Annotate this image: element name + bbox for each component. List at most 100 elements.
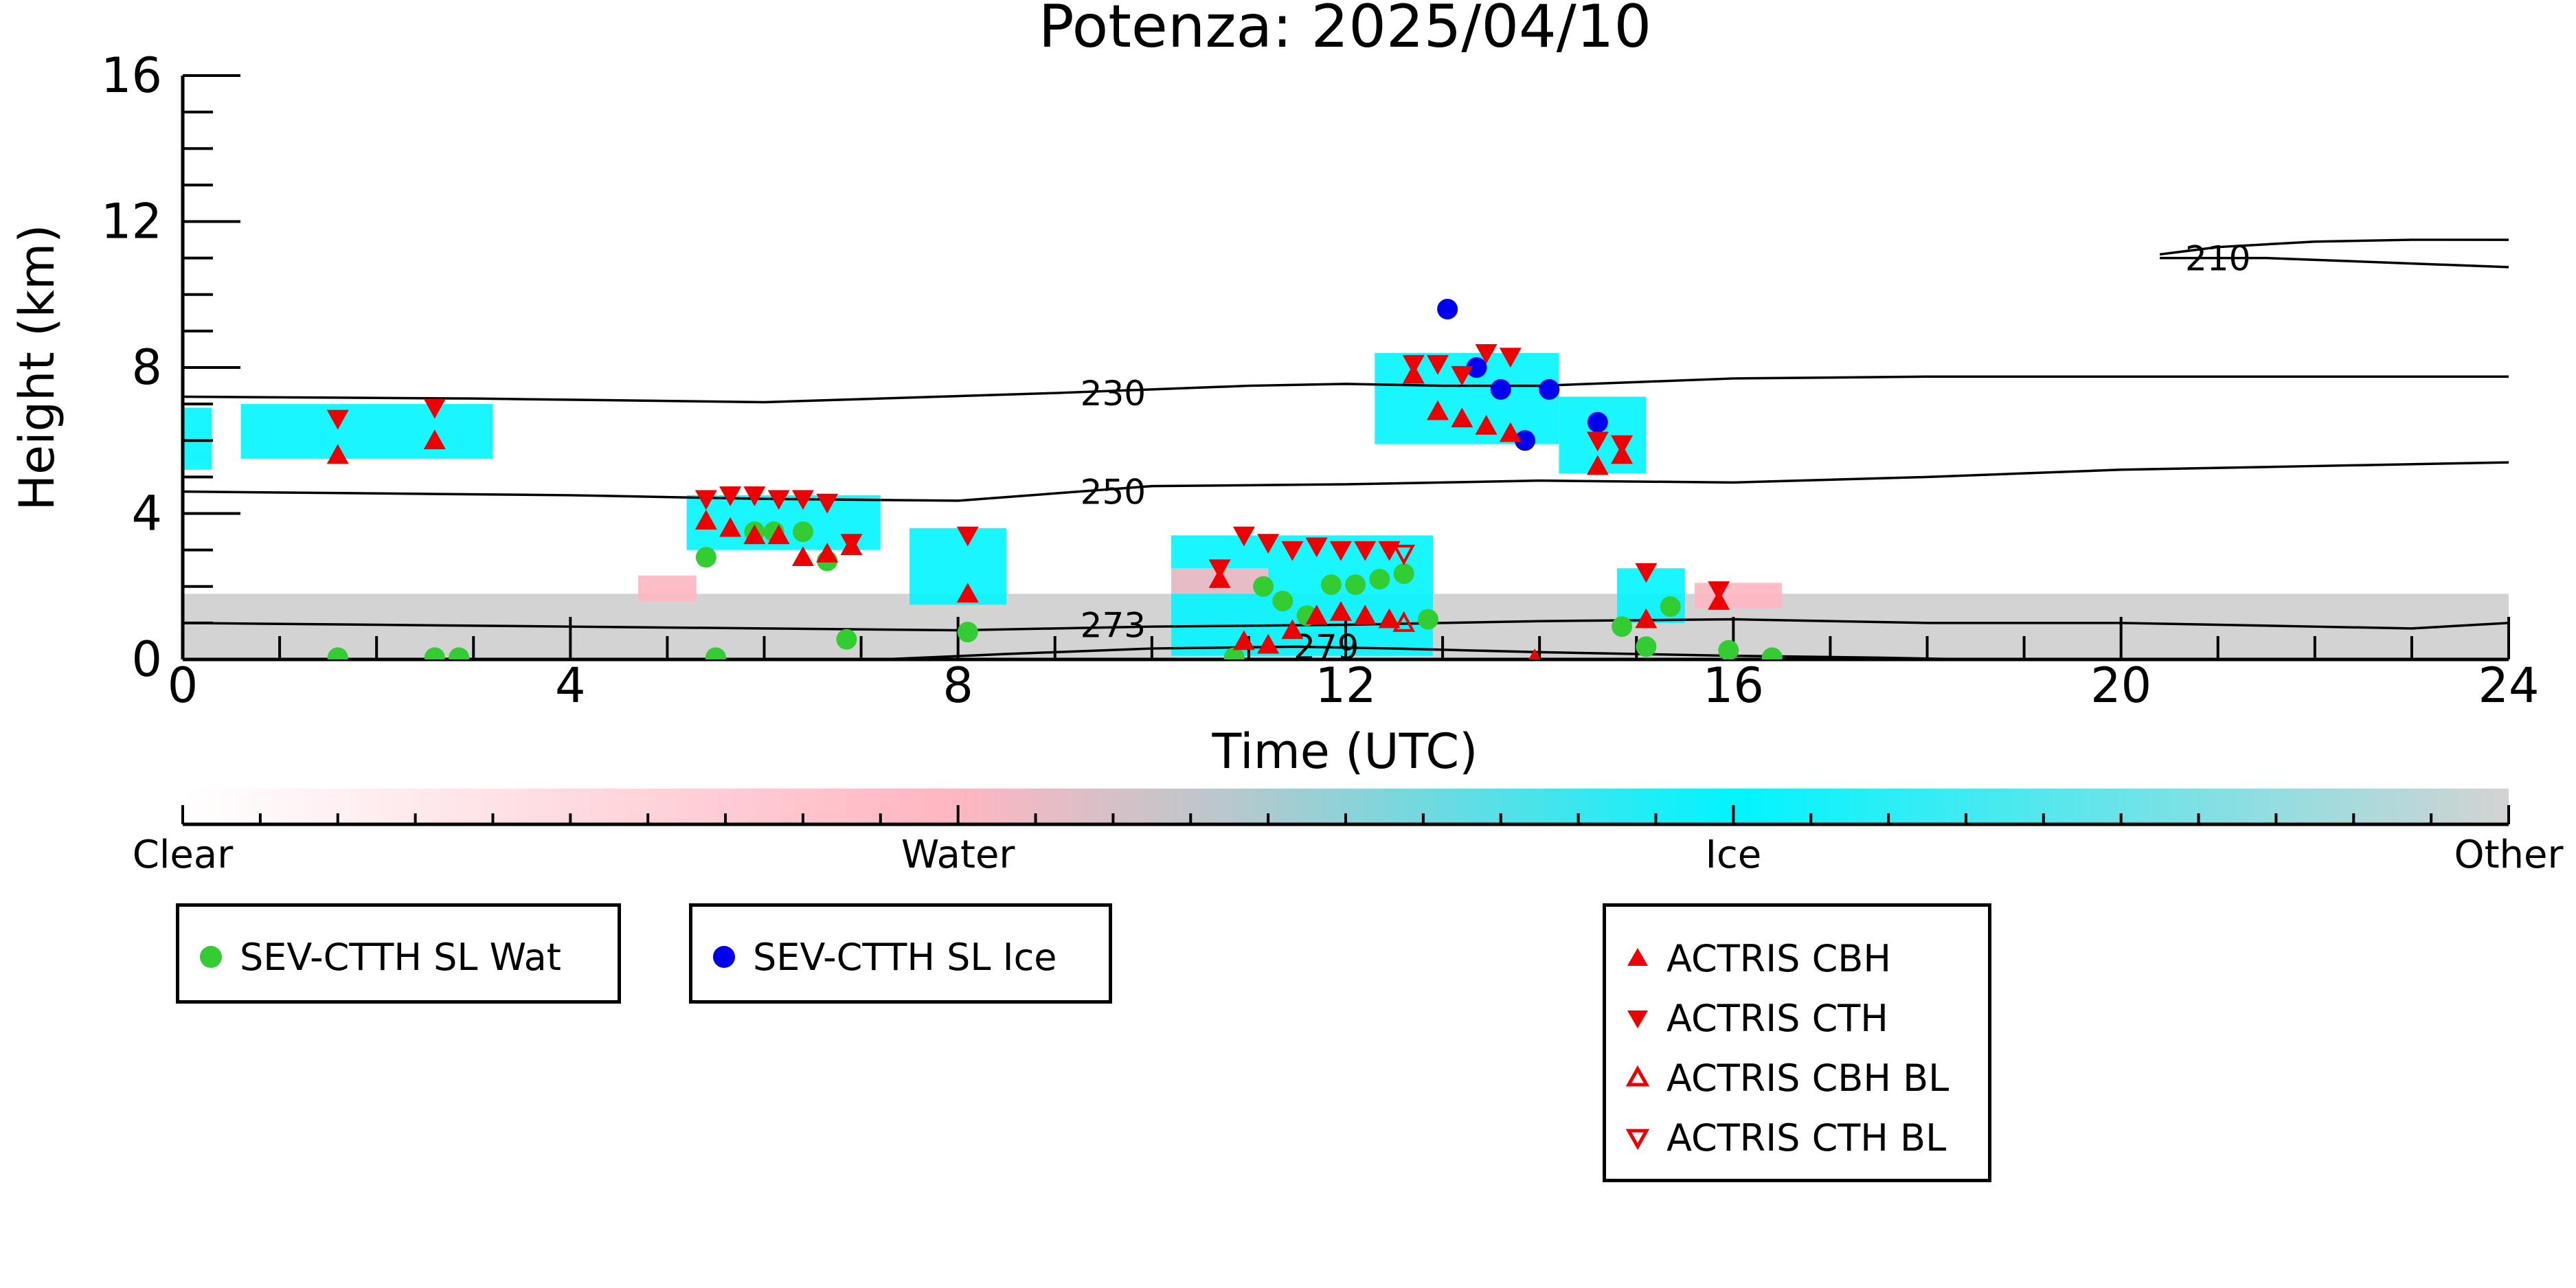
legend-label: SEV-CTTH SL Ice [753, 935, 1057, 979]
contour-label-230: 230 [1081, 374, 1146, 414]
actris-cbh-point [1586, 455, 1609, 475]
actris-cbh-point [767, 524, 790, 545]
sev-ctth-sl-ice-point [1539, 379, 1560, 400]
x-axis-label: Time (UTC) [1212, 723, 1478, 780]
actris-cth-point [1329, 541, 1352, 561]
actris-cbh-point [694, 510, 717, 530]
contour-label-250: 250 [1081, 473, 1146, 512]
x-tick-label: 0 [168, 657, 199, 714]
legend-actris: ACTRIS CBH ACTRIS CTH ACTRIS CBH BL ACTR… [1603, 903, 1991, 1182]
blue-circle-icon [713, 946, 735, 968]
actris-cth-point [816, 493, 839, 514]
contour-line-210 [2160, 256, 2509, 269]
sev-ctth-sl-wat-point [1417, 609, 1438, 630]
legend-ice: SEV-CTTH SL Ice [689, 903, 1112, 1004]
actris-cbh-point [816, 542, 839, 563]
actris-cbh-point [326, 444, 349, 464]
contour-line-273 [183, 618, 2509, 632]
actris-cbh-point [1451, 407, 1473, 428]
legend-entry: ACTRIS CBH [1606, 929, 1988, 988]
actris-cth-point [1611, 435, 1634, 455]
colorbar-label-clear: Clear [133, 833, 234, 877]
phase-region-ice [183, 407, 212, 470]
actris-cth-point [1232, 526, 1255, 547]
colorbar-label-ice: Ice [1705, 833, 1761, 877]
actris-cth-point [423, 398, 446, 419]
actris-cbh-point [743, 524, 766, 545]
colorbar-label-water: Water [901, 833, 1016, 877]
phase-region-water [638, 575, 697, 601]
sev-ctth-sl-ice-point [1490, 379, 1511, 400]
actris-cth-point [694, 490, 717, 510]
sev-ctth-sl-wat-point [1718, 640, 1739, 659]
sev-ctth-sl-wat-point [327, 647, 348, 659]
y-tick-label: 4 [131, 486, 162, 542]
colorbar-label-other: Other [2454, 833, 2564, 877]
actris-cth-point [326, 409, 349, 430]
sev-ctth-sl-ice-point [1587, 411, 1608, 433]
legend-entry: SEV-CTTH SL Wat [179, 927, 618, 986]
actris-cth-point [1402, 354, 1425, 375]
actris-cth-point [1586, 431, 1609, 452]
sev-ctth-sl-wat-point [1660, 596, 1681, 617]
actris-cth-point [1208, 559, 1231, 580]
legend-entry: ACTRIS CTH BL [1606, 1108, 1988, 1167]
sev-ctth-sl-wat-point [1393, 563, 1414, 585]
sev-ctth-sl-wat-point [1761, 647, 1783, 659]
actris-cbh-point [1528, 648, 1541, 659]
phase-region-ice [240, 404, 493, 459]
chart-title: Potenza: 2025/04/10 [1039, 0, 1651, 61]
actris-cbh-point [1281, 619, 1304, 640]
actris-cbh-point [719, 517, 742, 537]
contour-label-210: 210 [2185, 239, 2250, 279]
legend-label: SEV-CTTH SL Wat [240, 935, 561, 979]
sev-ctth-sl-ice-point [1515, 430, 1536, 451]
sev-ctth-sl-wat-point [1612, 616, 1633, 637]
actris-cbh-point [1257, 633, 1280, 654]
x-tick-label: 16 [1703, 657, 1764, 714]
contour-line-250 [183, 461, 2509, 502]
sev-ctth-sl-wat-point [836, 629, 857, 650]
sev-ctth-sl-wat-point [1320, 574, 1342, 596]
y-tick-label: 8 [131, 339, 162, 396]
actris-cth-point [956, 526, 979, 547]
actris-cth-point [1427, 354, 1449, 375]
actris-cth-point [1451, 365, 1473, 386]
x-tick-label: 12 [1315, 657, 1376, 714]
actris-cth-point [767, 490, 790, 510]
legend-label: ACTRIS CBH BL [1667, 1056, 1950, 1100]
legend-label: ACTRIS CBH [1667, 936, 1891, 980]
sev-ctth-sl-wat-point [1223, 647, 1245, 659]
actris-cbh-point [423, 429, 446, 450]
actris-cbh-point [1427, 400, 1449, 420]
phase-region-water [1694, 583, 1782, 609]
actris-cbh-point [1354, 605, 1377, 625]
actris-cth-point [1305, 537, 1328, 558]
actris-cth-point [1708, 581, 1730, 602]
x-tick-label: 24 [2478, 657, 2539, 714]
actris-cbh-point [956, 583, 979, 603]
phase-region-ice [909, 528, 1007, 605]
actris-cbh-bl-point [1392, 611, 1416, 632]
sev-ctth-sl-wat-point [1272, 591, 1293, 611]
legend-water: SEV-CTTH SL Wat [176, 903, 621, 1004]
sev-ctth-sl-wat-point [1345, 574, 1366, 596]
sev-ctth-sl-wat-point [1253, 576, 1274, 597]
y-axis-label: Height (km) [9, 225, 65, 511]
x-tick-label: 8 [942, 657, 973, 714]
sev-ctth-sl-ice-point [1466, 357, 1487, 378]
actris-cth-point [1257, 534, 1280, 554]
sev-ctth-sl-wat-point [1369, 569, 1390, 590]
actris-cbh-point [791, 546, 814, 567]
actris-cbh-point [1378, 608, 1401, 629]
colorbar-ticks [181, 805, 2510, 826]
axes: 0 4 8 12 16 0 4 8 12 16 20 24 [101, 47, 2540, 714]
contour-line-230 [183, 375, 2509, 404]
data-markers [326, 299, 1783, 659]
actris-cth-point [1635, 563, 1658, 583]
actris-cbh-point [1232, 630, 1255, 651]
actris-cbh-point [1499, 422, 1522, 442]
